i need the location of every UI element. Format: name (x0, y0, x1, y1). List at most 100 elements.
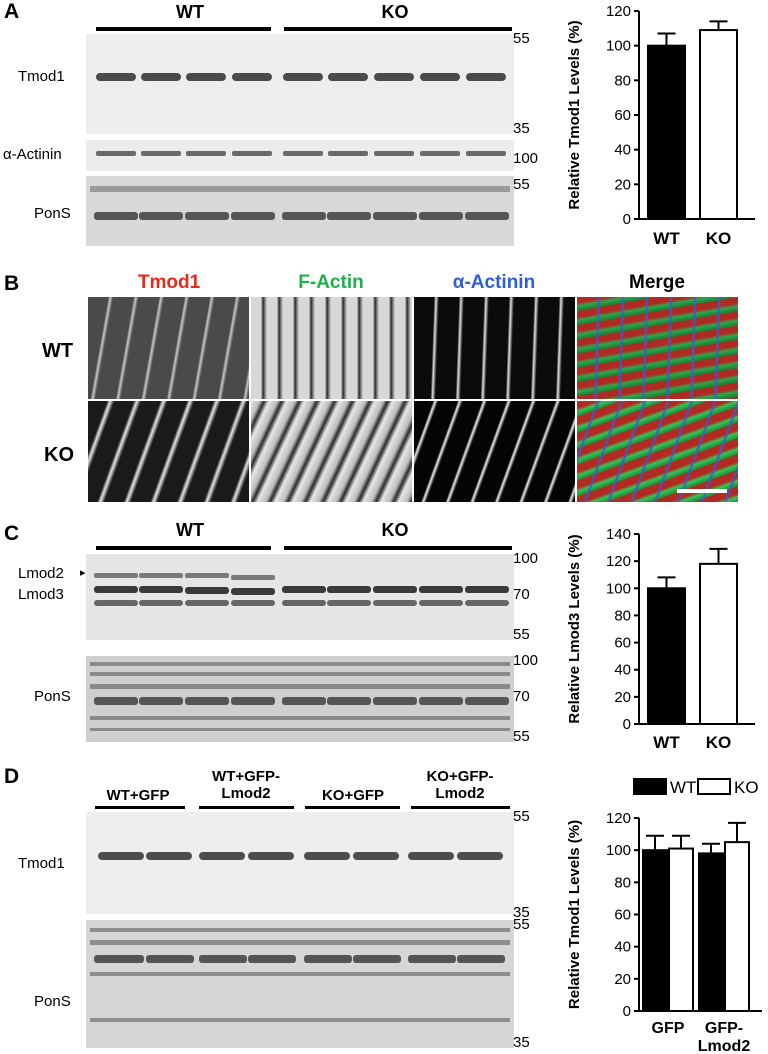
band-label-pons: PonS (34, 205, 71, 222)
x-tick-label: KO (706, 229, 732, 248)
blot-bands (90, 928, 510, 1022)
mw-marker: 100 (513, 150, 539, 167)
row-label-ko: KO (44, 444, 74, 466)
y-tick-label: 60 (614, 907, 631, 924)
band-label-tmod1: Tmod1 (18, 855, 65, 872)
group-label-wt: WT (176, 2, 204, 22)
blot-c-lmod (86, 554, 514, 640)
mw-marker: 55 (513, 176, 530, 193)
mw-marker: 55 (513, 626, 530, 643)
arrowhead-icon: ▸ (80, 567, 86, 579)
condition-label: KO+GFP- Lmod2 (426, 768, 494, 802)
micrograph-ko-tmod1 (87, 400, 250, 503)
blot-bands (96, 73, 506, 81)
mw-marker: 35 (513, 120, 530, 137)
blot-a-tmod1 (86, 34, 514, 134)
y-tick-label: 100 (606, 38, 631, 55)
y-tick-label: 40 (614, 142, 631, 159)
x-tick-label: KO (706, 733, 732, 752)
blot-d-tmod1 (86, 812, 514, 914)
group-bar-ko (284, 27, 512, 31)
mw-marker: 35 (513, 904, 530, 921)
y-tick-label: 40 (614, 939, 631, 956)
blot-a-actinin (86, 140, 514, 171)
x-tick-label: WT (653, 229, 680, 248)
blot-bands (94, 573, 509, 606)
group-bar-ko (284, 546, 512, 550)
panel-letter-b: B (4, 272, 20, 295)
y-tick-label: 80 (614, 607, 631, 624)
micrograph-wt-tmod1 (87, 296, 250, 400)
y-axis-label: Relative Tmod1 Levels (%) (566, 820, 583, 1009)
chart-c: 0 20 40 60 80 100 120 140 Relative Lmod3 Levels … (566, 526, 755, 752)
y-tick-label: 100 (606, 580, 631, 597)
band-label-pons: PonS (34, 688, 71, 705)
group-label-ko: KO (381, 520, 409, 540)
y-tick-label: 20 (614, 176, 631, 193)
y-tick-label: 20 (614, 689, 631, 706)
y-tick-label: 80 (614, 72, 631, 89)
x-tick-label: GFP (652, 1020, 685, 1037)
column-title-tmod1: Tmod1 (137, 272, 201, 293)
blot-a-pons (86, 176, 514, 246)
micrograph-wt-merge (576, 296, 739, 400)
band-label-actinin: α-Actinin (3, 146, 62, 163)
mw-marker: 70 (513, 688, 530, 705)
column-title-merge: Merge (629, 272, 685, 293)
condition-bar (199, 806, 294, 809)
chart-a: 0 20 40 60 80 100 120 Relative Tmod1 Levels (%)… (566, 3, 755, 248)
bar (668, 847, 694, 1012)
y-axis-label: Relative Lmod3 Levels (%) (566, 534, 583, 723)
bar (647, 587, 686, 725)
condition-label: WT+GFP (106, 787, 170, 804)
y-tick-label: 140 (606, 526, 631, 543)
group-label-wt: WT (176, 520, 204, 540)
panel-letter-d: D (4, 765, 20, 788)
blot-bands (98, 852, 503, 860)
y-tick-label: 120 (606, 810, 631, 827)
y-tick-label: 80 (614, 874, 631, 891)
condition-bar (305, 806, 400, 809)
x-tick-label: GFP- (705, 1020, 743, 1037)
legend-label: WT (670, 778, 696, 797)
condition-label: WT+GFP- Lmod2 (212, 768, 280, 802)
bar (647, 44, 686, 220)
bar (699, 562, 738, 725)
blot-d-pons (86, 920, 514, 1048)
y-tick-label: 40 (614, 662, 631, 679)
group-bar-wt (96, 27, 271, 31)
group-bar-wt (96, 546, 271, 550)
y-tick-label: 100 (606, 842, 631, 859)
mw-marker: 35 (513, 1034, 530, 1051)
condition-bar (95, 806, 185, 809)
condition-label: KO+GFP (321, 787, 385, 804)
row-label-wt: WT (42, 340, 74, 362)
mw-marker: 100 (513, 652, 539, 669)
blot-c-pons (86, 656, 514, 742)
blot-bands (90, 662, 510, 731)
micrograph-wt-actinin (413, 296, 576, 400)
blot-bands (96, 151, 506, 156)
y-tick-label: 0 (623, 1003, 631, 1020)
y-tick-label: 20 (614, 971, 631, 988)
blot-bands (90, 186, 510, 220)
legend-label: KO (734, 778, 759, 797)
scale-bar (677, 489, 727, 493)
micrograph-wt-factin (250, 296, 413, 400)
y-tick-label: 0 (623, 716, 631, 733)
column-title-actinin: α-Actinin (452, 272, 536, 293)
mw-marker: 55 (513, 728, 530, 745)
bar (724, 841, 750, 1012)
y-tick-label: 120 (606, 3, 631, 20)
y-tick-label: 60 (614, 107, 631, 124)
y-tick-label: 60 (614, 635, 631, 652)
micrograph-ko-factin (250, 400, 413, 503)
column-title-factin: F-Actin (298, 272, 364, 293)
group-label-ko: KO (381, 2, 409, 22)
bar (642, 849, 668, 1012)
band-label-lmod2: Lmod2 (18, 565, 64, 582)
mw-marker: 70 (513, 586, 530, 603)
bar (698, 852, 724, 1012)
x-tick-label: Lmod2 (698, 1038, 751, 1054)
mw-marker: 55 (513, 30, 530, 47)
